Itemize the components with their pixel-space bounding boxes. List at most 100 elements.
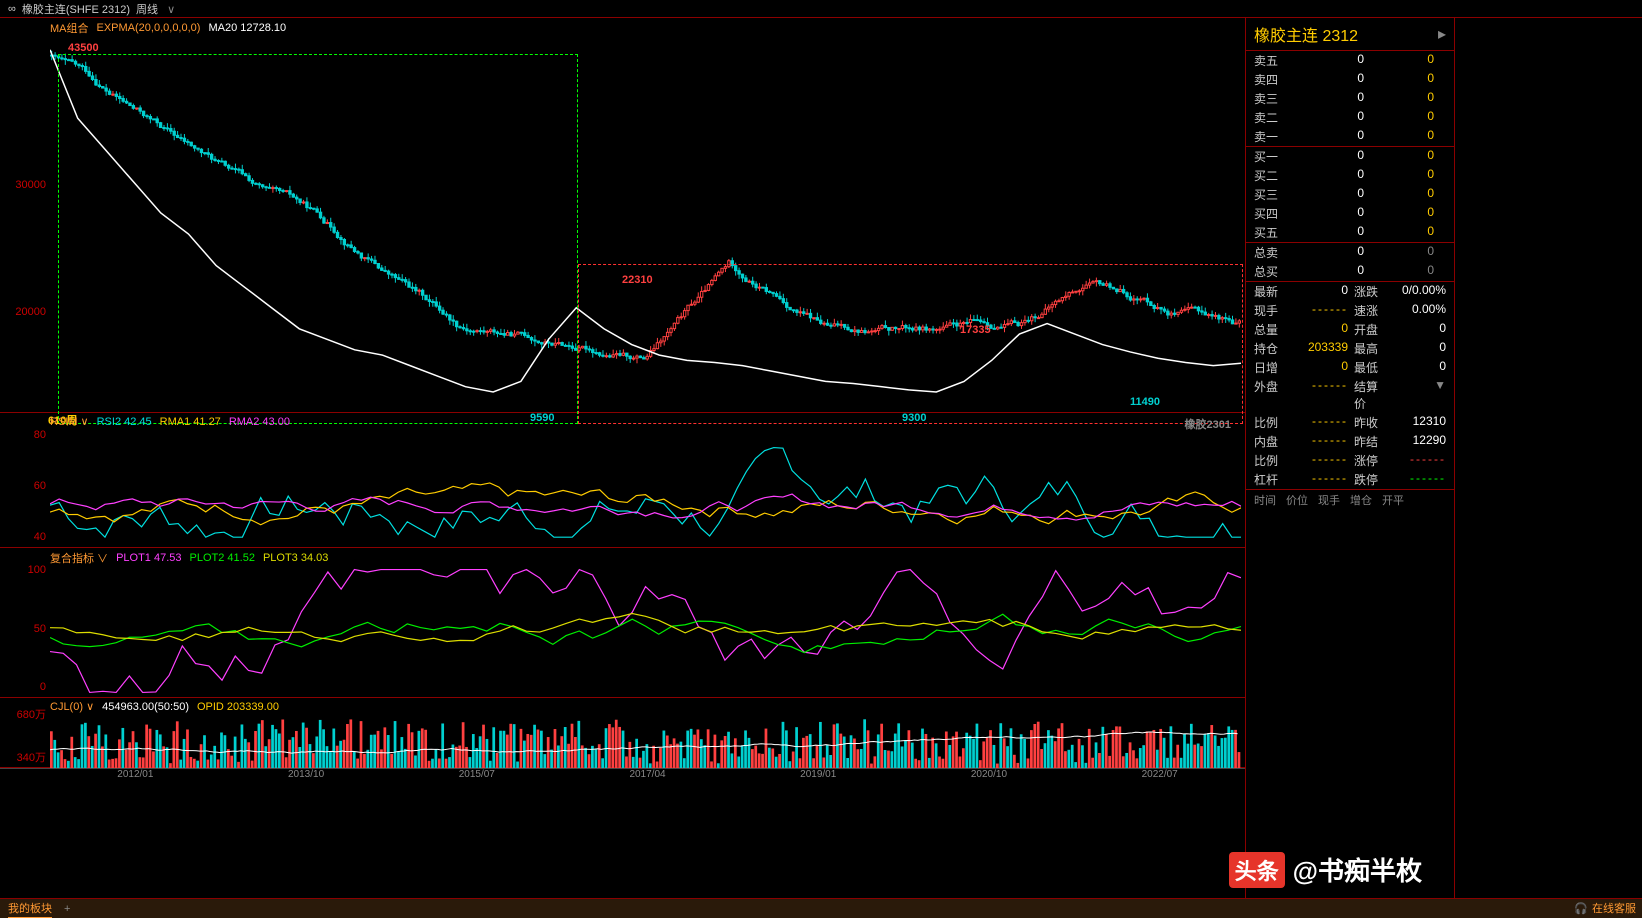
ytick: 340万 (4, 749, 48, 765)
ytick: 100 (4, 564, 48, 576)
orderbook-totals: 总卖00总买00 (1246, 243, 1454, 282)
ob-label: 卖四 (1254, 71, 1294, 88)
bottom-bar: 我的板块 + (0, 898, 1642, 918)
vol-v1: 454963.00(50:50) (102, 701, 189, 713)
ob-label: 卖一 (1254, 128, 1294, 145)
orderbook-row[interactable]: 卖四00 (1246, 70, 1454, 89)
orderbook-asks: 卖五00卖四00卖三00卖二00卖一00 (1246, 51, 1454, 147)
headset-icon: 🎧 (1574, 902, 1588, 915)
ob-qty: 0 (1364, 52, 1434, 69)
side-panel: 橡胶主连 2312 ▸ 卖五00卖四00卖三00卖二00卖一00 买一00买二0… (1245, 18, 1455, 898)
orderbook-row[interactable]: 买三00 (1246, 185, 1454, 204)
ob-qty: 0 (1364, 128, 1434, 145)
main-layout: MA组合 EXPMA(20,0,0,0,0,0) MA20 12728.10 3… (0, 18, 1642, 898)
orderbook-row[interactable]: 卖五00 (1246, 51, 1454, 70)
quote-row: 外盘------结算价▼ (1246, 377, 1454, 413)
ob-price: 0 (1294, 205, 1364, 222)
comp-v2: PLOT2 41.52 (190, 552, 255, 564)
orderbook-row[interactable]: 卖三00 (1246, 89, 1454, 108)
orderbook-row[interactable]: 买一00 (1246, 147, 1454, 166)
chart-column: MA组合 EXPMA(20,0,0,0,0,0) MA20 12728.10 3… (0, 18, 1245, 898)
xtick: 2015/07 (391, 769, 562, 782)
rsi-chart-area[interactable] (50, 429, 1241, 547)
green-box (58, 54, 578, 424)
tick-header: 时间价位现手增仓开平 (1246, 490, 1454, 510)
ob-price: 0 (1294, 109, 1364, 126)
xtick: 2020/10 (904, 769, 1075, 782)
xtick: 2012/01 (50, 769, 221, 782)
ytick: 60 (4, 480, 48, 492)
chevron-right-icon[interactable]: ▸ (1438, 24, 1446, 44)
online-service[interactable]: 🎧 在线客服 (1574, 900, 1636, 916)
price-panel[interactable]: MA组合 EXPMA(20,0,0,0,0,0) MA20 12728.10 3… (0, 18, 1245, 413)
orderbook-row[interactable]: 买二00 (1246, 166, 1454, 185)
rsi-yaxis: 80 60 40 (4, 413, 48, 547)
ob-label: 买三 (1254, 186, 1294, 203)
ob-price: 0 (1294, 128, 1364, 145)
orderbook-row[interactable]: 卖一00 (1246, 127, 1454, 146)
watermark: 头条 @书痴半枚 (1229, 851, 1422, 888)
vol-svg (50, 706, 1241, 768)
ob-qty: 0 (1364, 109, 1434, 126)
price-header: MA组合 EXPMA(20,0,0,0,0,0) MA20 12728.10 (50, 20, 286, 36)
x-axis: 2012/012013/102015/072017/042019/012020/… (0, 768, 1245, 782)
orderbook-total-row: 总买00 (1246, 262, 1454, 281)
period-select[interactable]: 周线 ∨ (136, 1, 181, 17)
ob-label: 买二 (1254, 167, 1294, 184)
rsi-header: RSIM ∨ RSI2 42.45 RMA1 41.27 RMA2 43.00 (50, 415, 290, 428)
mid-label: 22310 (622, 274, 653, 286)
ob-price: 0 (1294, 186, 1364, 203)
price-chart-area[interactable]: 43500 22310 17335 9590 9300 11490 610周 橡… (50, 34, 1241, 412)
comp-v3: PLOT3 34.03 (263, 552, 328, 564)
symbol-name[interactable]: 橡胶主连(SHFE 2312) (22, 1, 130, 17)
orderbook-row[interactable]: 卖二00 (1246, 108, 1454, 127)
rsi-svg (50, 429, 1241, 548)
vol-panel[interactable]: CJL(0) ∨ 454963.00(50:50) OPID 203339.00… (0, 698, 1245, 768)
xtick: 2019/01 (733, 769, 904, 782)
tick-col: 增仓 (1350, 492, 1372, 508)
quote-row: 持仓203339最高0 (1246, 339, 1454, 358)
rsi-panel[interactable]: RSIM ∨ RSI2 42.45 RMA1 41.27 RMA2 43.00 … (0, 413, 1245, 548)
tab-my-blocks[interactable]: 我的板块 (8, 900, 52, 918)
comp-chart-area[interactable] (50, 564, 1241, 697)
ob-price: 0 (1294, 148, 1364, 165)
orderbook-total-row: 总卖00 (1246, 243, 1454, 262)
rsi-v3: RMA2 43.00 (229, 416, 290, 428)
quote-grid: 最新0涨跌0/0.00%现手------速涨0.00%总量0开盘0持仓20333… (1246, 282, 1454, 490)
rsi-label[interactable]: RSIM ∨ (50, 415, 89, 428)
ob-qty: 0 (1364, 148, 1434, 165)
online-service-label: 在线客服 (1592, 900, 1636, 916)
ob-price: 0 (1294, 90, 1364, 107)
ob-label: 买五 (1254, 224, 1294, 241)
ob-price: 0 (1294, 167, 1364, 184)
vol-label[interactable]: CJL(0) ∨ (50, 700, 94, 713)
link-icon: ∞ (8, 3, 16, 15)
toutiao-logo: 头条 (1229, 852, 1285, 888)
ob-price: 0 (1294, 52, 1364, 69)
quote-row: 日增0最低0 (1246, 358, 1454, 377)
side-title[interactable]: 橡胶主连 2312 ▸ (1246, 18, 1454, 51)
add-tab-button[interactable]: + (64, 903, 70, 915)
ob-price: 0 (1294, 224, 1364, 241)
comp-label[interactable]: 复合指标 ∨ (50, 550, 108, 566)
quote-row: 最新0涨跌0/0.00% (1246, 282, 1454, 301)
orderbook-row[interactable]: 买五00 (1246, 223, 1454, 242)
tick-col: 时间 (1254, 492, 1276, 508)
orderbook-row[interactable]: 买四00 (1246, 204, 1454, 223)
ob-qty: 0 (1364, 167, 1434, 184)
ma20-value: MA20 12728.10 (208, 22, 286, 34)
comp-panel[interactable]: 复合指标 ∨ PLOT1 47.53 PLOT2 41.52 PLOT3 34.… (0, 548, 1245, 698)
ob-label: 买四 (1254, 205, 1294, 222)
ob-label: 卖二 (1254, 109, 1294, 126)
tick-col: 现手 (1318, 492, 1340, 508)
top-bar: ∞ 橡胶主连(SHFE 2312) 周线 ∨ (0, 0, 1642, 18)
vol-chart-area[interactable] (50, 706, 1241, 767)
ytick: 50 (4, 623, 48, 635)
ob-qty: 0 (1364, 186, 1434, 203)
ma-label[interactable]: MA组合 (50, 20, 89, 36)
expma-label[interactable]: EXPMA(20,0,0,0,0,0) (97, 22, 201, 34)
comp-v1: PLOT1 47.53 (116, 552, 181, 564)
ytick: 40 (4, 531, 48, 543)
peak-label: 43500 (68, 42, 99, 54)
ytick: 20000 (4, 306, 48, 318)
